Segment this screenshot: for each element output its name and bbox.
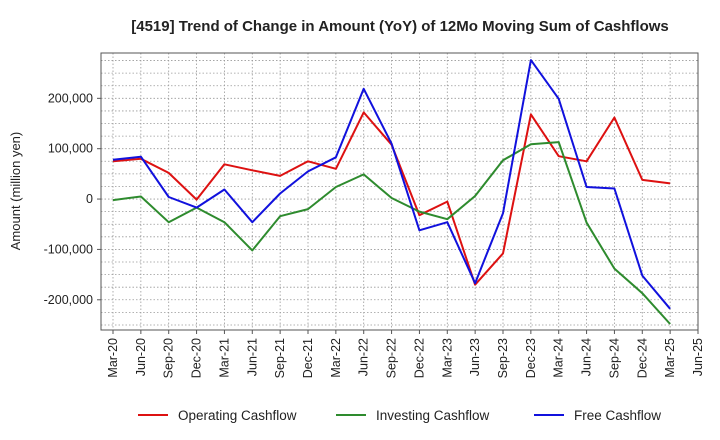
x-tick-label: Mar-24: [552, 338, 566, 378]
y-axis-ticks: -200,000 -100,000 0 100,000 200,000: [44, 91, 101, 307]
x-tick-label: Mar-23: [440, 338, 454, 378]
x-axis-ticks: Mar-20 Jun-20 Sep-20 Dec-20 Mar-21 Jun-21 Sep-…: [106, 330, 705, 378]
x-tick-label: Sep-21: [273, 338, 287, 378]
y-tick-label: -100,000: [44, 242, 93, 256]
legend-label: Free Cashflow: [574, 408, 661, 423]
x-tick-label: Dec-22: [412, 338, 426, 378]
y-axis-label: Amount (million yen): [8, 132, 23, 251]
x-tick-label: Dec-20: [190, 338, 204, 378]
x-tick-label: Dec-24: [635, 338, 649, 378]
legend-label: Investing Cashflow: [376, 408, 490, 423]
y-tick-label: 0: [86, 192, 93, 206]
grid-lines: [101, 53, 699, 330]
x-tick-label: Jun-20: [134, 338, 148, 376]
y-tick-label: -200,000: [44, 293, 93, 307]
y-tick-label: 100,000: [48, 142, 93, 156]
x-tick-label: Sep-20: [162, 338, 176, 378]
x-tick-label: Dec-21: [301, 338, 315, 378]
plot-area-frame: [100, 52, 699, 331]
series-line-free-cashflow: [112, 59, 671, 310]
x-tick-label: Mar-25: [663, 338, 677, 378]
x-tick-label: Sep-22: [385, 338, 399, 378]
x-tick-label: Sep-23: [496, 338, 510, 378]
x-tick-label: Mar-21: [217, 338, 231, 378]
legend-label: Operating Cashflow: [178, 408, 297, 423]
x-tick-label: Jun-21: [245, 338, 259, 376]
y-tick-label: 200,000: [48, 91, 93, 105]
x-tick-label: Dec-23: [524, 338, 538, 378]
x-tick-label: Mar-20: [106, 338, 120, 378]
x-tick-label: Sep-24: [607, 338, 621, 378]
x-tick-label: Mar-22: [329, 338, 343, 378]
x-tick-label: Jun-24: [580, 338, 594, 376]
legend: Operating Cashflow Investing Cashflow Free…: [138, 408, 661, 423]
x-tick-label: Jun-25: [691, 338, 705, 376]
x-tick-label: Jun-23: [468, 338, 482, 376]
series-layer: [112, 59, 671, 325]
series-line-investing-cashflow: [112, 141, 671, 325]
x-tick-label: Jun-22: [357, 338, 371, 376]
chart-title: [4519] Trend of Change in Amount (YoY) o…: [131, 18, 669, 35]
